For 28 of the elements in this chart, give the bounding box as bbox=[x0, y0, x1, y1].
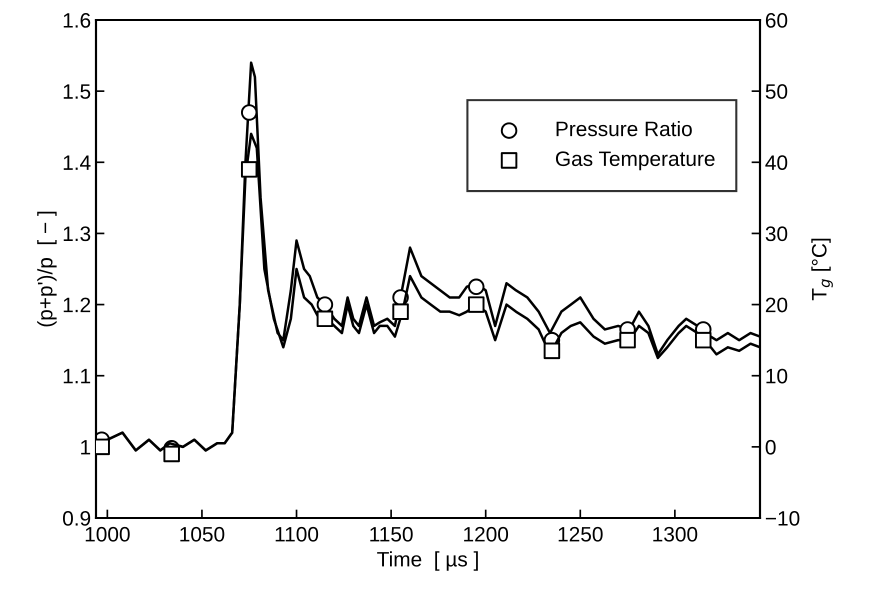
y2-tick-label: 40 bbox=[765, 155, 788, 170]
x-tick-label: 1000 bbox=[86, 526, 130, 542]
x-tick-label: 1250 bbox=[558, 526, 603, 542]
y-tick-label: 1.6 bbox=[64, 13, 90, 28]
x-axis-title: Time [ µs ] bbox=[377, 551, 478, 571]
legend-label: Gas Temperature bbox=[556, 151, 715, 170]
y2-tick-label: 50 bbox=[766, 84, 788, 99]
x-tick-label: 1050 bbox=[180, 526, 224, 542]
y2-tick-label: 60 bbox=[766, 13, 788, 28]
y-tick-label: 1.5 bbox=[64, 84, 90, 99]
x-tick-label: 1300 bbox=[653, 526, 698, 542]
x-tick-label: 1100 bbox=[276, 526, 318, 542]
x-tick-label: 1200 bbox=[464, 526, 508, 542]
y-tick-label: 1 bbox=[81, 440, 90, 454]
y2-tick-label: −10 bbox=[766, 511, 800, 526]
y2-tick-label: 20 bbox=[766, 298, 788, 312]
y2-tick-label: 10 bbox=[766, 368, 788, 384]
y2-tick-label: 0 bbox=[766, 440, 776, 455]
y-tick-label: 0.9 bbox=[62, 511, 90, 526]
y-axis-title: (p+p')/p [ − ] bbox=[37, 212, 57, 326]
y2-tick-label: 30 bbox=[766, 226, 788, 242]
x-tick-label: 1150 bbox=[370, 526, 413, 542]
legend-label: Pressure Ratio bbox=[556, 120, 692, 136]
y-tick-label: 1.4 bbox=[64, 156, 91, 170]
y2-axis-title: T$_{g}$ [°C] bbox=[811, 238, 833, 300]
y-tick-label: 1.3 bbox=[64, 226, 90, 242]
y-tick-label: 1.2 bbox=[64, 298, 90, 312]
y-tick-label: 1.1 bbox=[64, 368, 90, 384]
